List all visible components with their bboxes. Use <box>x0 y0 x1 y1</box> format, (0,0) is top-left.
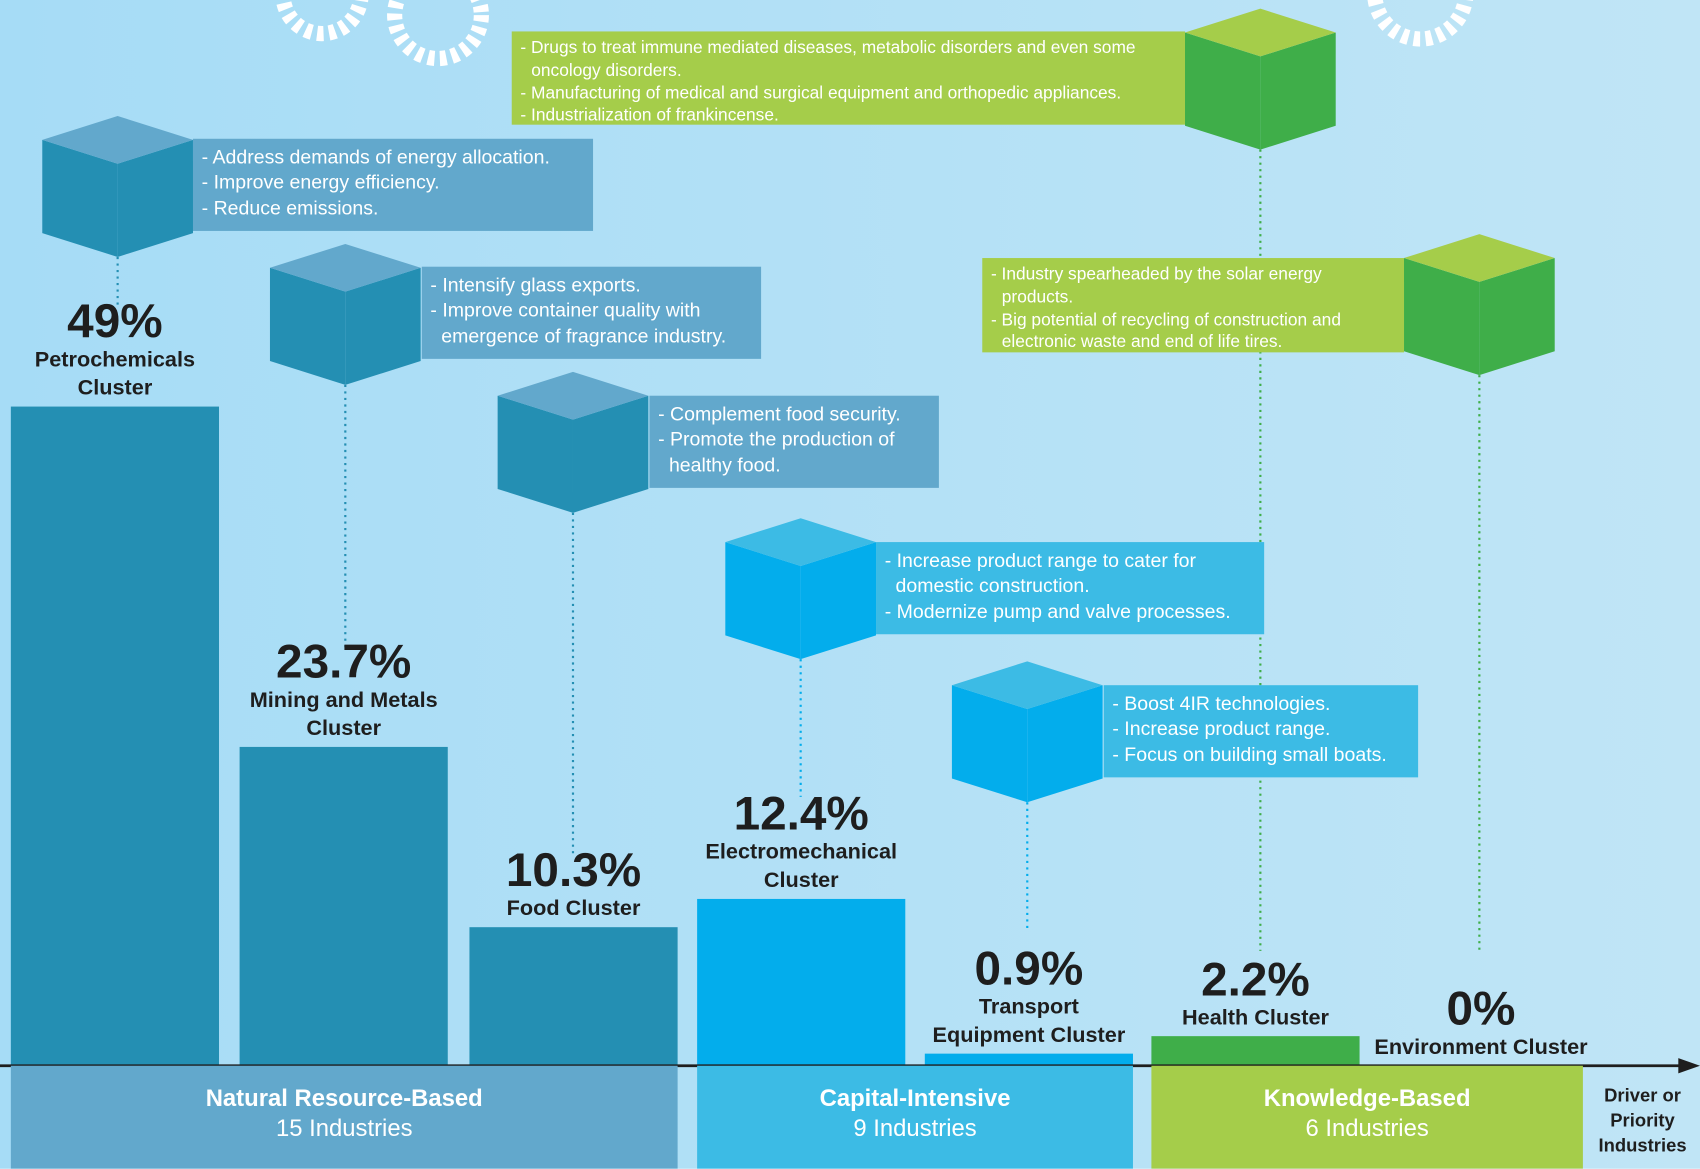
group-count: 15 Industries <box>275 1114 413 1142</box>
cluster-label: 0% Environment Cluster <box>1351 982 1611 1062</box>
cube <box>1185 8 1336 150</box>
cluster-name: Food Cluster <box>506 896 641 921</box>
callout-box: - Increase product range to cater for do… <box>876 542 1265 635</box>
callout-box: - Industry spearheaded by the solar ener… <box>982 258 1405 353</box>
callout-bullet: - Increase product range. <box>1112 718 1331 740</box>
value-label: 49% <box>67 294 163 349</box>
bar <box>924 1053 1133 1066</box>
cube-face <box>1027 685 1103 803</box>
gear <box>1367 0 1473 47</box>
cluster-label: 2.2% Health Cluster <box>1125 952 1385 1032</box>
value-label: 0% <box>1446 982 1516 1036</box>
cube <box>725 518 877 660</box>
cube-face <box>572 395 649 513</box>
bar <box>1151 1036 1360 1066</box>
cluster-name: Health Cluster <box>1181 1005 1329 1030</box>
callout-bullet: - Manufacturing of medical and surgical … <box>520 84 1122 103</box>
cube-face <box>1260 32 1336 150</box>
callout-box: - Intensify glass exports. - Improve cont… <box>421 266 762 359</box>
cube <box>269 243 421 385</box>
cluster-label: 23.7% Mining and Metals Cluster <box>214 635 474 743</box>
group-band: Capital-Intensive 9 Industries <box>697 1065 1133 1169</box>
callout-bullet: - Promote the production of healthy food… <box>658 428 895 476</box>
gear <box>387 0 489 67</box>
cluster-label: 10.3% Food Cluster <box>443 843 703 923</box>
callout-box: - Complement food security. - Promote the… <box>649 395 939 488</box>
bar <box>239 746 448 1066</box>
cube-face <box>951 685 1028 803</box>
cube-face <box>725 542 801 660</box>
callout-box: - Drugs to treat immune mediated disease… <box>511 31 1186 125</box>
callout-bullet: - Industry spearheaded by the solar ener… <box>990 265 1322 307</box>
cube <box>497 371 649 513</box>
cluster-label: 49% Petrochemicals Cluster <box>0 298 245 402</box>
cube-face <box>1479 258 1555 376</box>
bar <box>469 927 678 1066</box>
callout-bullet: - Big potential of recycling of construc… <box>990 310 1341 352</box>
cluster-label: 0.9% Transport Equipment Cluster <box>899 945 1159 1049</box>
cube-face <box>1404 258 1480 376</box>
callout-bullet: - Modernize pump and valve processes. <box>884 600 1231 623</box>
cube-face <box>497 395 573 513</box>
cube <box>42 116 193 257</box>
value-label: 23.7% <box>276 635 412 689</box>
cube-face <box>800 542 877 660</box>
axis-label: Driver or Priority Industries <box>1598 1085 1687 1156</box>
value-label: 2.2% <box>1201 952 1310 1006</box>
cube-face <box>269 243 421 292</box>
callout-bullet: - Intensify glass exports. <box>430 274 641 296</box>
cube-face <box>1185 32 1261 150</box>
callout-bullet: - Drugs to treat immune mediated disease… <box>520 39 1136 81</box>
value-label: 10.3% <box>505 843 642 897</box>
value-label: 0.9% <box>974 941 1084 996</box>
cube-face <box>345 267 421 385</box>
callout-bullet: - Address demands of energy allocation. <box>201 146 550 169</box>
cube-face <box>117 139 193 257</box>
callout-bullet: - Reduce emissions. <box>201 197 379 219</box>
group-name: Capital-Intensive <box>819 1084 1011 1112</box>
group-name: Knowledge-Based <box>1263 1084 1471 1112</box>
callout-bullet: - Improve container quality with emergen… <box>430 299 727 347</box>
cluster-name: Electromechanical Cluster <box>705 840 898 893</box>
group-count: 9 Industries <box>853 1114 977 1142</box>
cube-face <box>1404 234 1555 282</box>
value-label: 12.4% <box>733 787 869 841</box>
axis-arrow <box>1678 1058 1700 1074</box>
callout-box: - Boost 4IR technologies. - Increase prod… <box>1103 685 1419 778</box>
cube-face <box>269 267 346 385</box>
cluster-name: Mining and Metals Cluster <box>249 688 438 741</box>
cluster-name: Transport Equipment Cluster <box>932 995 1126 1048</box>
callout-bullet: - Complement food security. <box>658 403 901 425</box>
group-band: Knowledge-Based 6 Industries <box>1151 1065 1583 1169</box>
callout-bullet: - Improve energy efficiency. <box>201 171 440 194</box>
cube-face <box>42 139 118 257</box>
bar <box>697 898 906 1066</box>
gears <box>275 0 1473 67</box>
callout-bullet: - Industrialization of frankincense. <box>520 106 779 126</box>
group-band: Natural Resource-Based 15 Industries <box>10 1065 678 1169</box>
callout-box: - Address demands of energy allocation. -… <box>192 138 594 231</box>
cube-face <box>1185 8 1336 57</box>
cluster-name: Petrochemicals Cluster <box>34 348 196 401</box>
cluster-name: Environment Cluster <box>1374 1035 1588 1060</box>
callout-bullet: - Increase product range to cater for do… <box>884 549 1197 597</box>
cluster-label: 12.4% Electromechanical Cluster <box>671 787 931 895</box>
callout-bullet: - Focus on building small boats. <box>1112 743 1387 766</box>
cube <box>951 661 1103 803</box>
cube-face <box>42 116 193 164</box>
gear <box>275 0 369 42</box>
group-count: 6 Industries <box>1305 1114 1429 1142</box>
callout-bullet: - Boost 4IR technologies. <box>1112 692 1331 715</box>
group-name: Natural Resource-Based <box>205 1084 483 1112</box>
cube <box>1404 234 1555 376</box>
bar <box>10 406 220 1066</box>
cube-face <box>951 661 1103 710</box>
